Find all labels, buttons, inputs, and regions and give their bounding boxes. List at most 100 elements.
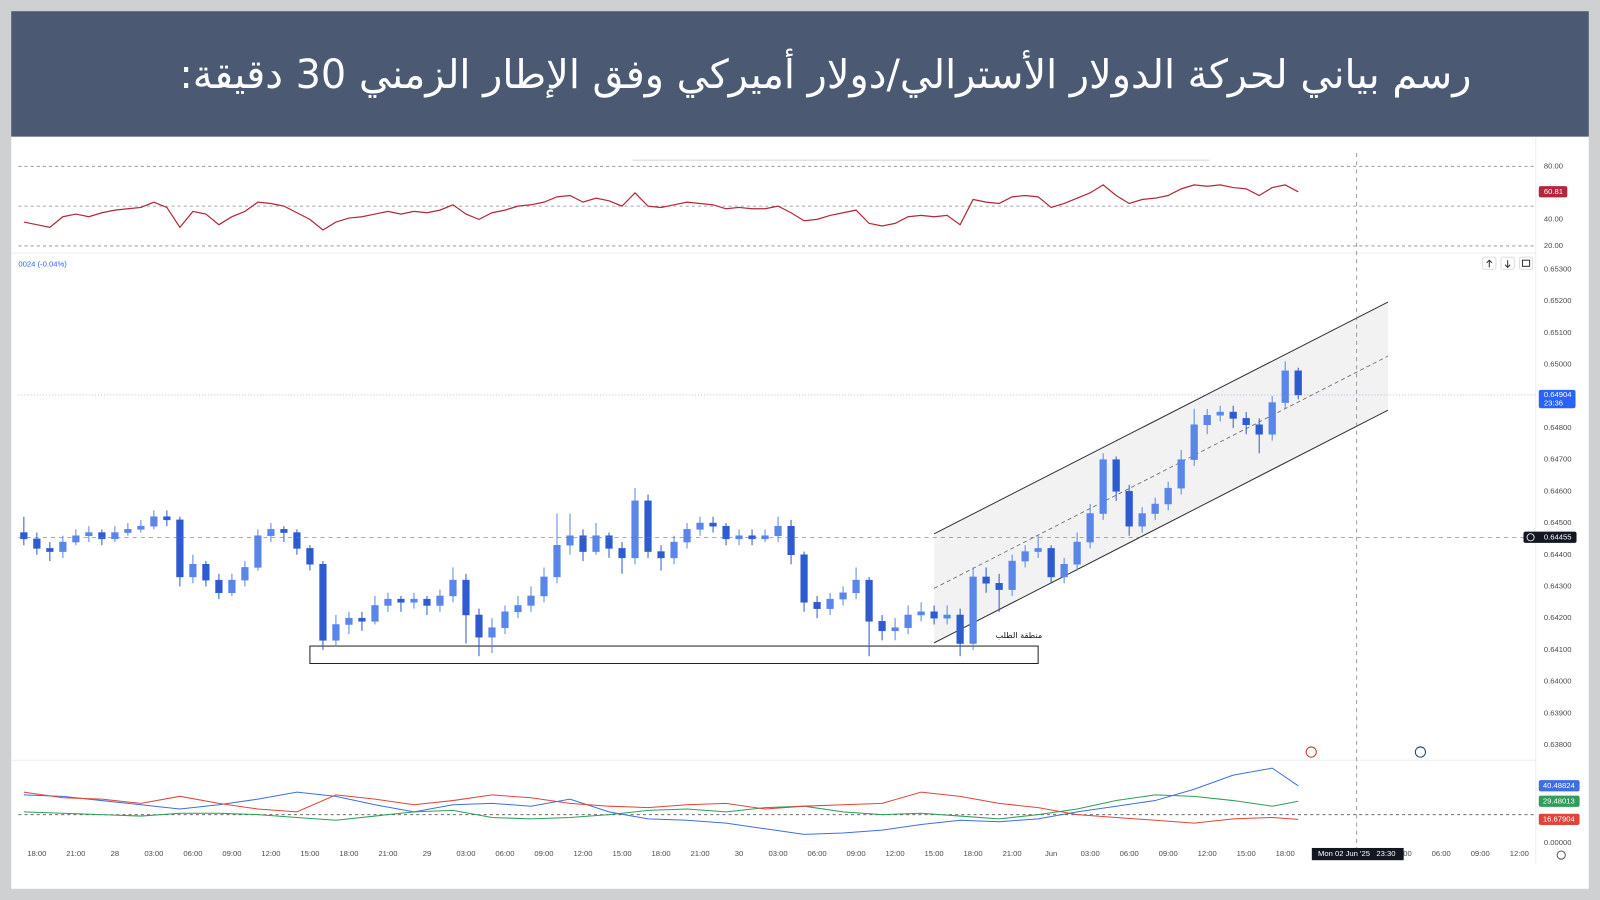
x-tick-label: 15:00 (300, 849, 319, 858)
candle-body (267, 529, 275, 536)
candle-body (189, 563, 197, 578)
candle-body (878, 621, 886, 632)
candle-body (1229, 411, 1237, 419)
x-tick-label: 15:00 (612, 849, 631, 858)
y-tick-label: 0.65200 (1544, 296, 1572, 305)
candle-body (787, 525, 795, 555)
dmi-line (23, 767, 1299, 835)
candle-body (696, 522, 704, 530)
x-tick-label: 15:00 (925, 849, 944, 858)
candle-body (449, 579, 457, 597)
x-tick-label: 12:00 (886, 849, 905, 858)
dmi-value-badge (1538, 813, 1580, 825)
candle-body (800, 554, 808, 603)
candle-body (891, 627, 899, 632)
candle-body (1099, 459, 1107, 514)
x-tick-label: Jun (1045, 849, 1057, 858)
x-tick-label: 03:00 (144, 849, 163, 858)
candle-body (1216, 411, 1224, 416)
x-tick-label: 21:00 (1003, 849, 1022, 858)
settings-icon[interactable] (1556, 850, 1566, 860)
candle-body (956, 614, 964, 644)
candle-body (826, 598, 834, 609)
candle-body (228, 579, 236, 594)
candle-body (904, 614, 912, 628)
candle-body (1021, 551, 1029, 562)
x-tick-label: 09:00 (534, 849, 553, 858)
candle-body (475, 614, 483, 638)
candle-body (488, 627, 496, 638)
candle-body (85, 532, 93, 536)
pane-buttons[interactable] (1482, 256, 1534, 270)
candle-body (605, 535, 613, 549)
candle-body (306, 548, 314, 565)
dmi-value-label: 16.67904 (1543, 814, 1576, 823)
channel-lower (933, 409, 1389, 644)
x-tick-label: 21:00 (690, 849, 709, 858)
x-tick-label: 18:00 (651, 849, 670, 858)
candle-body (1112, 459, 1120, 492)
x-tick-label: 18:00 (1276, 849, 1295, 858)
dmi-value-badge (1538, 780, 1580, 792)
candle-body (969, 576, 977, 644)
candle-body (98, 532, 106, 540)
candle-body (540, 576, 548, 597)
dmi-value-label: 40.48824 (1543, 781, 1576, 790)
candle-body (46, 548, 54, 552)
y-tick-label: 0.63800 (1544, 740, 1572, 749)
y-tick-label: 0.65300 (1544, 264, 1572, 273)
event-flag[interactable] (1305, 746, 1317, 758)
candle-body (917, 611, 925, 616)
candle-body (72, 535, 80, 543)
x-tick-label: 15:00 (1237, 849, 1256, 858)
x-tick-label: 18:00 (339, 849, 358, 858)
candle-body (553, 544, 561, 578)
x-tick-label: 28 (111, 849, 120, 858)
x-tick-label: 30 (735, 849, 744, 858)
event-flag[interactable] (1414, 746, 1427, 758)
x-tick-label: 21:00 (66, 849, 85, 858)
candle-body (865, 579, 873, 622)
x-tick-label: 12:00 (573, 849, 592, 858)
candle-body (930, 611, 938, 619)
candle-body (1268, 402, 1276, 435)
y-tick-label: 0.64300 (1544, 581, 1572, 590)
candle-body (813, 602, 821, 609)
candle-body (514, 605, 522, 613)
candle-body (774, 525, 782, 536)
x-tick-label: 21:00 (378, 849, 397, 858)
y-tick-label: 0.64800 (1544, 423, 1572, 432)
candle-body (566, 535, 574, 546)
icon-restore (1521, 259, 1531, 267)
candle-body (371, 605, 379, 622)
rsi-tick-label: 20.00 (1544, 241, 1563, 250)
candle-body (462, 579, 470, 616)
countdown: 23:36 (1544, 399, 1563, 408)
candle-body (657, 551, 665, 559)
x-tick-label: 09:00 (1471, 849, 1490, 858)
x-tick-label: 06:00 (1120, 849, 1139, 858)
candle-body (410, 598, 418, 603)
rsi-line (23, 184, 1299, 231)
y-tick-label: 0.64700 (1544, 455, 1572, 464)
y-tick-label: 0.64600 (1544, 486, 1572, 495)
title: رسم بياني لحركة الدولار الأسترالي/دولار … (179, 48, 1471, 98)
crosshair-price-badge (1523, 531, 1577, 543)
rsi-tick-label: 80.00 (1544, 161, 1563, 170)
dmi-tick-label: 0.00000 (1544, 838, 1572, 847)
candle-body (319, 563, 327, 641)
last-price-label: 0.64904 (1544, 390, 1572, 399)
rsi-value-badge (1538, 186, 1568, 198)
candle-body (202, 563, 210, 581)
candle-body (1047, 548, 1055, 578)
y-tick-label: 0.65000 (1544, 360, 1572, 369)
button-restore[interactable] (1518, 256, 1534, 270)
candle-body (1255, 424, 1263, 435)
x-tick-label: 03:00 (1081, 849, 1100, 858)
y-tick-label: 0.64100 (1544, 645, 1572, 654)
dmi-value-badge (1538, 795, 1580, 807)
candle-body (852, 579, 860, 594)
candle-body (1190, 424, 1198, 460)
candle-body (1242, 418, 1250, 425)
